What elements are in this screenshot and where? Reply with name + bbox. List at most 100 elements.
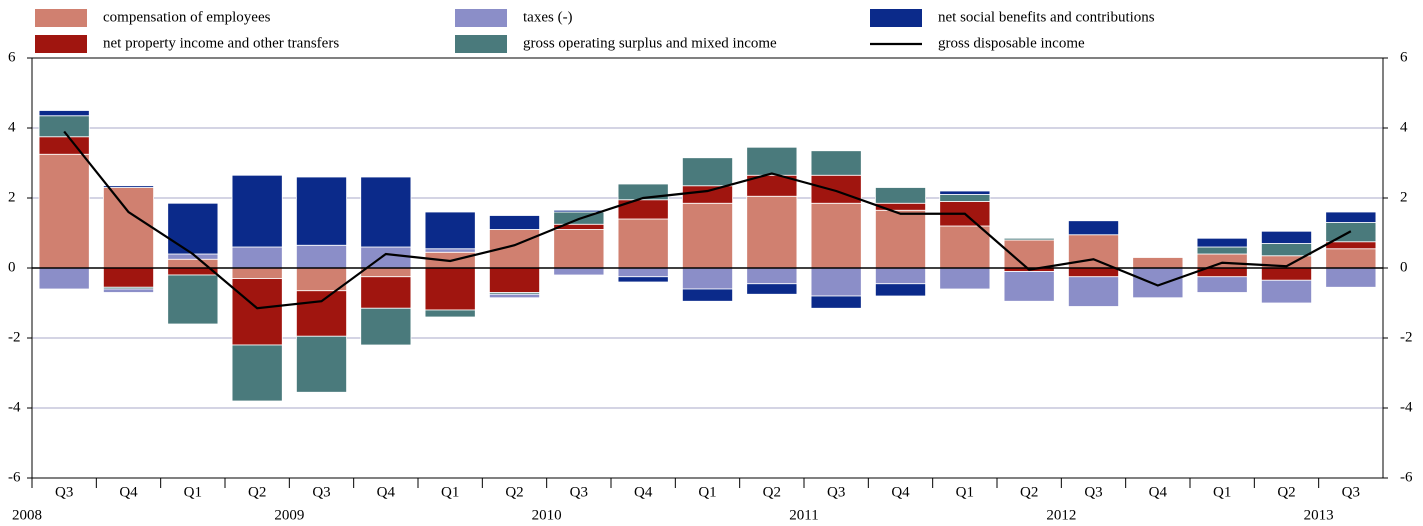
bar-segment: [1196, 246, 1248, 255]
legend-label: net social benefits and contributions: [938, 9, 1155, 25]
bar-segment: [810, 267, 862, 297]
bar-segment: [231, 267, 283, 279]
x-tick-label: Q3: [827, 484, 845, 500]
x-tick-label: Q4: [119, 484, 138, 500]
bar-segment: [617, 276, 669, 283]
legend-swatch: [35, 9, 87, 27]
bar-segment: [1261, 267, 1312, 281]
legend-label: compensation of employees: [103, 9, 271, 25]
bar-segment: [939, 190, 991, 195]
x-group-label: 2012: [1046, 507, 1076, 523]
bar-segment: [38, 115, 90, 138]
bar-segment: [360, 307, 412, 346]
bar-segment: [810, 295, 862, 309]
bar-segment: [939, 225, 991, 269]
bar-segment: [424, 211, 476, 250]
bar-segment: [231, 246, 283, 269]
bar-segment: [617, 218, 669, 269]
bar-segment: [875, 283, 926, 297]
legend-label: gross operating surplus and mixed income: [523, 35, 777, 51]
x-tick-label: Q2: [1020, 484, 1038, 500]
x-tick-label: Q4: [634, 484, 653, 500]
bar-segment: [38, 267, 90, 290]
x-tick-label: Q3: [55, 484, 73, 500]
y2-tick-label: -6: [1400, 469, 1413, 485]
bar-segment: [1196, 276, 1248, 293]
bar-segment: [1003, 271, 1055, 302]
x-tick-label: Q2: [1277, 484, 1295, 500]
y-tick-label: 6: [8, 49, 16, 65]
bar-segment: [296, 176, 347, 246]
bar-segment: [1325, 211, 1377, 223]
bar-segment: [810, 202, 862, 269]
y-tick-label: 0: [8, 259, 16, 275]
bar-segment: [682, 267, 733, 290]
bar-segment: [1196, 237, 1248, 248]
bar-segment: [296, 290, 347, 337]
bar-segment: [746, 267, 798, 285]
legend-swatch: [455, 35, 507, 53]
y-tick-label: 4: [8, 119, 16, 135]
bar-segment: [1068, 267, 1119, 278]
y2-tick-label: 6: [1400, 49, 1408, 65]
bar-segment: [1003, 237, 1055, 241]
legend-label: taxes (-): [523, 9, 573, 25]
x-group-label: 2010: [532, 507, 562, 523]
x-group-label: 2011: [789, 507, 818, 523]
x-tick-label: Q3: [1084, 484, 1102, 500]
bar-segment: [360, 176, 412, 248]
bar-segment: [424, 267, 476, 311]
bar-segment: [1325, 267, 1377, 288]
bar-segment: [875, 187, 926, 204]
bar-segment: [231, 174, 283, 248]
bar-segment: [682, 185, 733, 204]
bar-segment: [38, 153, 90, 269]
bar-segment: [167, 258, 219, 269]
x-tick-label: Q1: [956, 484, 974, 500]
bar-segment: [553, 267, 605, 276]
legend-swatch: [35, 35, 87, 53]
bar-segment: [875, 209, 926, 269]
bar-segment: [1068, 276, 1119, 307]
bar-segment: [1068, 220, 1119, 236]
y-tick-label: -4: [8, 399, 21, 415]
bar-segment: [231, 344, 283, 402]
x-tick-label: Q4: [1149, 484, 1168, 500]
bar-segment: [810, 174, 862, 204]
bar-segment: [875, 267, 926, 285]
y2-tick-label: -4: [1400, 399, 1413, 415]
bar-segment: [939, 194, 991, 202]
legend-swatch: [870, 9, 922, 27]
bar-segment: [1132, 257, 1184, 269]
bar-segment: [103, 187, 154, 269]
y2-tick-label: -2: [1400, 329, 1413, 345]
y2-tick-label: 0: [1400, 259, 1408, 275]
bar-segment: [1325, 241, 1377, 250]
bar-segment: [231, 278, 283, 346]
bar-segment: [746, 146, 798, 176]
x-tick-label: Q2: [505, 484, 523, 500]
bar-segment: [746, 195, 798, 269]
y-tick-label: -2: [8, 329, 21, 345]
bar-segment: [167, 274, 219, 325]
bar-segment: [103, 185, 154, 188]
x-tick-label: Q3: [1342, 484, 1360, 500]
bar-segment: [360, 276, 412, 309]
x-tick-label: Q2: [763, 484, 781, 500]
x-tick-label: Q3: [570, 484, 588, 500]
bar-segment: [360, 246, 412, 269]
y-tick-label: -6: [8, 469, 21, 485]
y2-tick-label: 2: [1400, 189, 1408, 205]
y2-tick-label: 4: [1400, 119, 1408, 135]
bar-segment: [1261, 279, 1312, 304]
x-tick-label: Q2: [248, 484, 266, 500]
bar-segment: [489, 215, 540, 230]
bar-segment: [424, 248, 476, 253]
bar-segment: [103, 267, 154, 288]
x-tick-label: Q4: [377, 484, 396, 500]
bar-segment: [167, 202, 219, 255]
bar-segment: [38, 136, 90, 155]
legend-label: net property income and other transfers: [103, 35, 339, 51]
x-group-label: 2013: [1304, 507, 1334, 523]
